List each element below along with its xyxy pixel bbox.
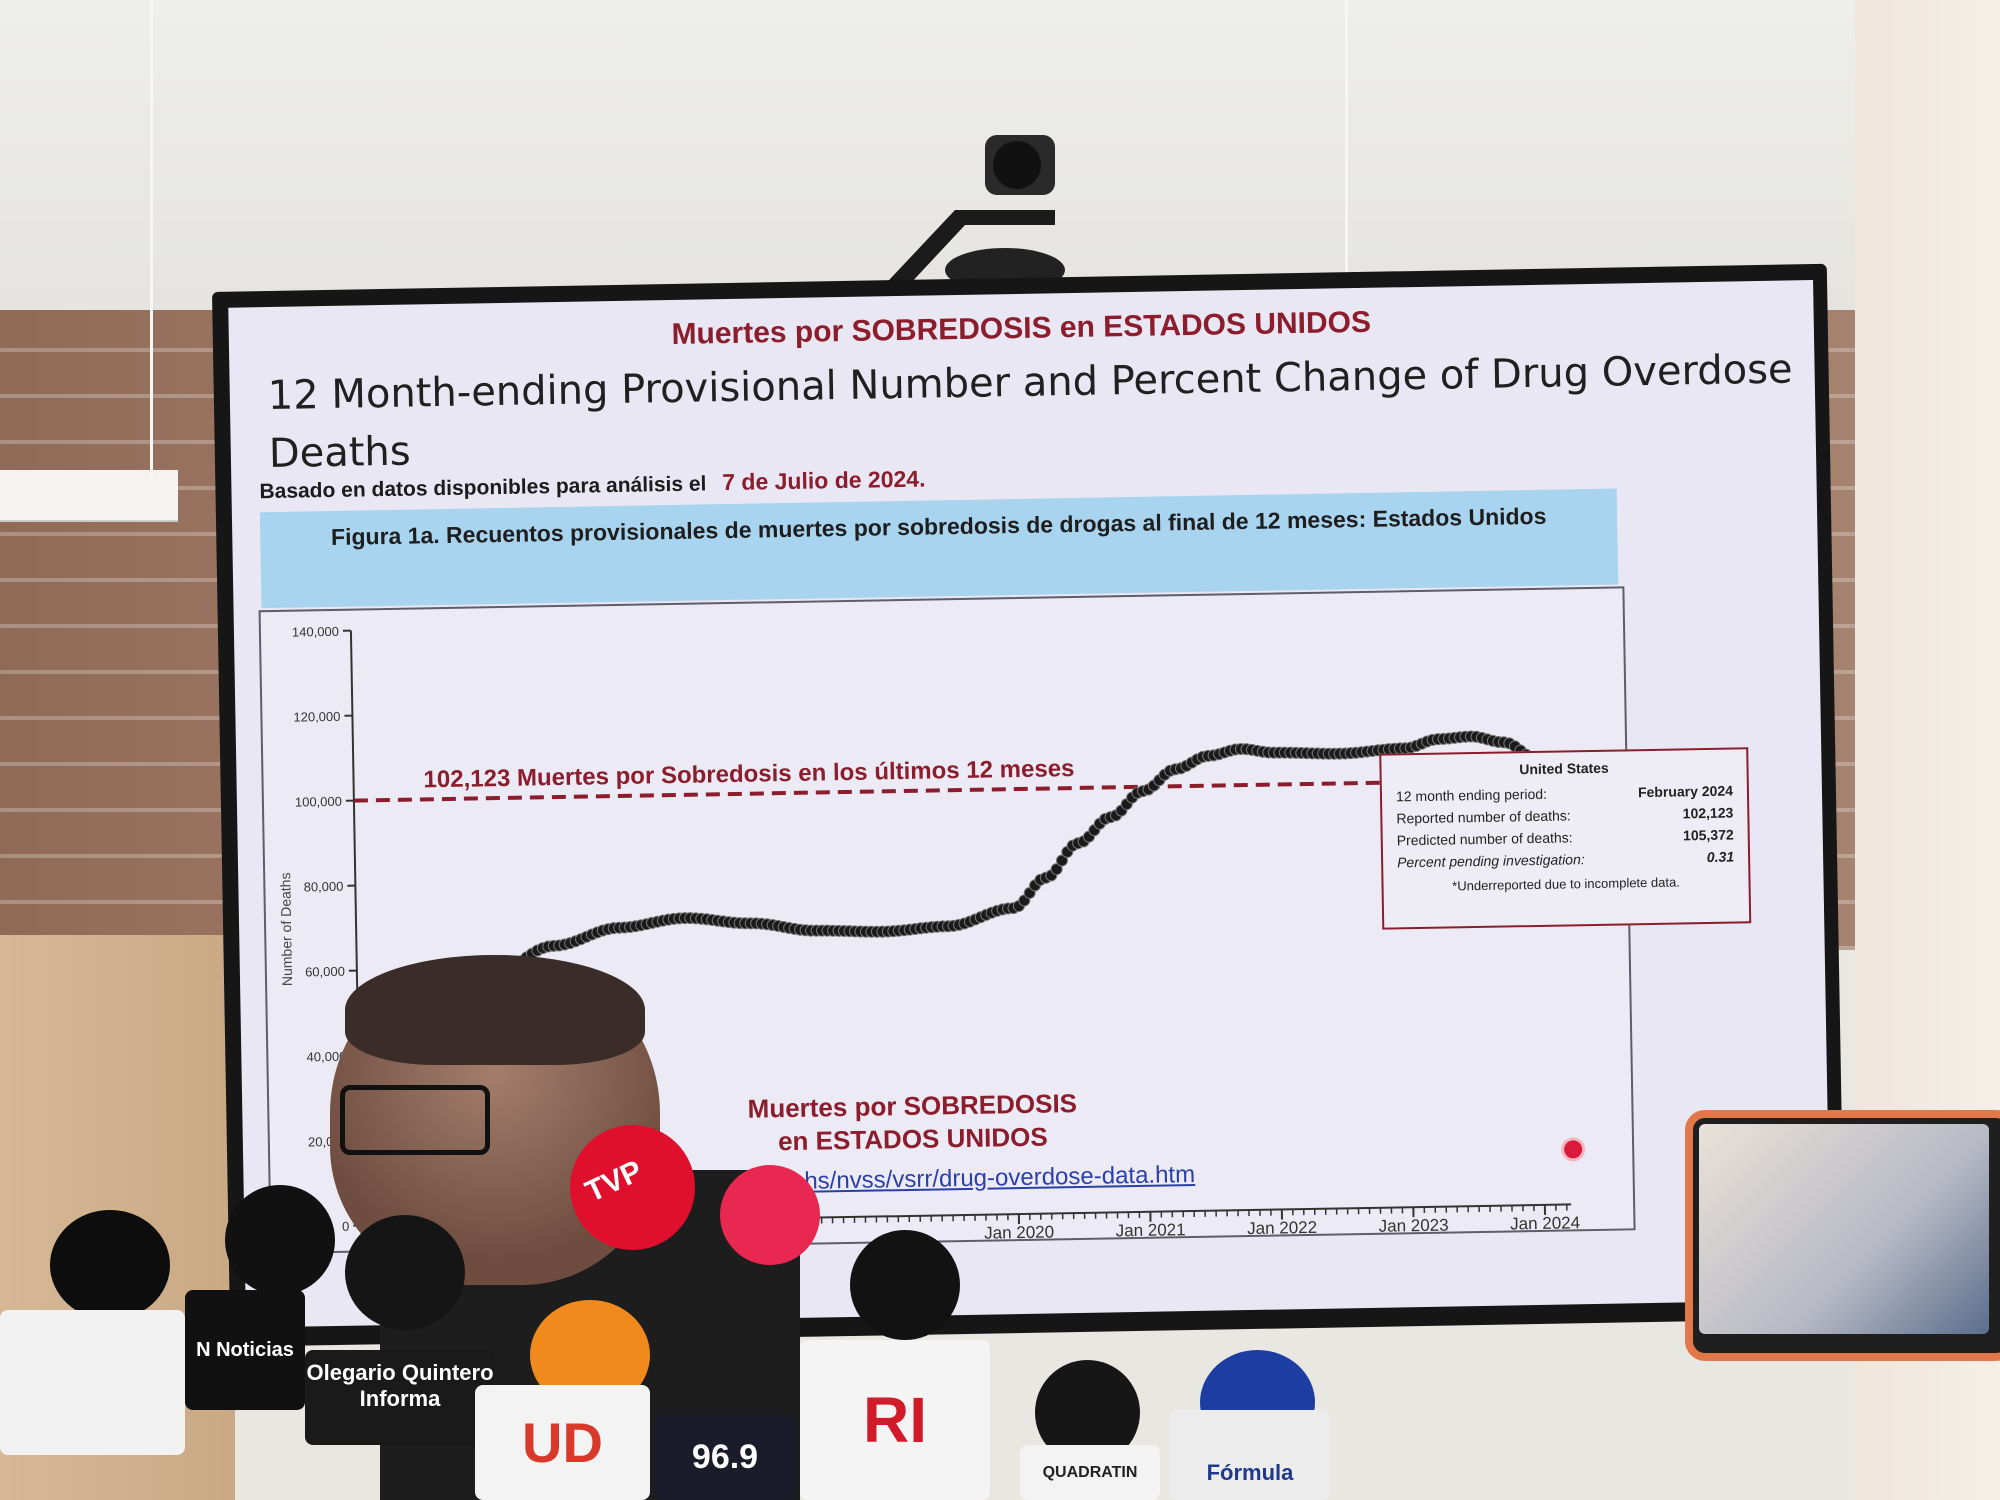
mic-box-olegario: Olegario Quintero Informa bbox=[305, 1350, 495, 1445]
data-point bbox=[1055, 854, 1068, 867]
hanging-cord bbox=[1345, 0, 1348, 300]
wall-shelf bbox=[0, 470, 178, 522]
microphone-icon bbox=[225, 1185, 335, 1295]
hanging-cord bbox=[150, 0, 153, 480]
reference-line bbox=[353, 777, 1574, 803]
x-tick-label: Jan 2022 bbox=[1247, 1218, 1317, 1238]
x-tick-label: Jan 2021 bbox=[1116, 1220, 1186, 1240]
data-point bbox=[1050, 863, 1063, 876]
y-tick-label: 80,000 bbox=[304, 879, 344, 895]
y-tick-label: 0 bbox=[342, 1219, 349, 1234]
basado-text: Basado en datos disponibles para análisi… bbox=[259, 472, 707, 504]
y-tick-label: 60,000 bbox=[305, 964, 345, 980]
microphone-icon bbox=[570, 1125, 695, 1250]
y-axis-label: Number of Deaths bbox=[277, 872, 295, 986]
microphone-icon bbox=[850, 1230, 960, 1340]
mic-box-quadratin: QUADRATIN bbox=[1020, 1445, 1160, 1500]
microphone-icon bbox=[720, 1165, 820, 1265]
y-tick-label: 40,000 bbox=[306, 1049, 346, 1065]
glasses-icon bbox=[340, 1085, 490, 1155]
mic-box-969: 96.9 bbox=[655, 1415, 795, 1500]
x-tick-label: Jan 2024 bbox=[1510, 1213, 1580, 1233]
mic-box-formula: Fórmula bbox=[1170, 1410, 1330, 1500]
slide-title: 12 Month-ending Provisional Number and P… bbox=[267, 346, 1793, 478]
info-box-note: *Underreported due to incomplete data. bbox=[1452, 874, 1680, 894]
basado-date: 7 de Julio de 2024. bbox=[721, 465, 926, 496]
microphone-icon bbox=[50, 1210, 170, 1320]
microphone-icon bbox=[345, 1215, 465, 1330]
y-tick-label: 140,000 bbox=[292, 624, 339, 640]
mic-box-noticias: N Noticias bbox=[185, 1290, 305, 1410]
mic-box-logo bbox=[0, 1310, 185, 1455]
smartphone bbox=[1685, 1110, 2000, 1361]
x-axis-label-fragment: eriod bbox=[962, 1241, 998, 1252]
y-tick-label: 120,000 bbox=[293, 709, 340, 725]
x-tick-label: Jan 2023 bbox=[1379, 1216, 1449, 1236]
speaker-hair bbox=[345, 955, 645, 1065]
y-tick-label: 100,000 bbox=[295, 794, 342, 810]
tv-monitor: Muertes por SOBREDOSIS en ESTADOS UNIDOS… bbox=[212, 263, 1846, 1347]
mic-box-ud: UD bbox=[475, 1385, 650, 1500]
reference-line-label: 102,123 Muertes por Sobredosis en los úl… bbox=[423, 755, 1074, 793]
phone-screen bbox=[1699, 1124, 1989, 1334]
info-box: United States 12 month ending period: Fe… bbox=[1379, 747, 1752, 930]
mic-box-ri: RI bbox=[800, 1340, 990, 1500]
info-box-header: United States bbox=[1519, 759, 1609, 778]
x-tick-label: Jan 2020 bbox=[984, 1222, 1054, 1242]
presentation-slide: Muertes por SOBREDOSIS en ESTADOS UNIDOS… bbox=[228, 280, 1831, 1328]
